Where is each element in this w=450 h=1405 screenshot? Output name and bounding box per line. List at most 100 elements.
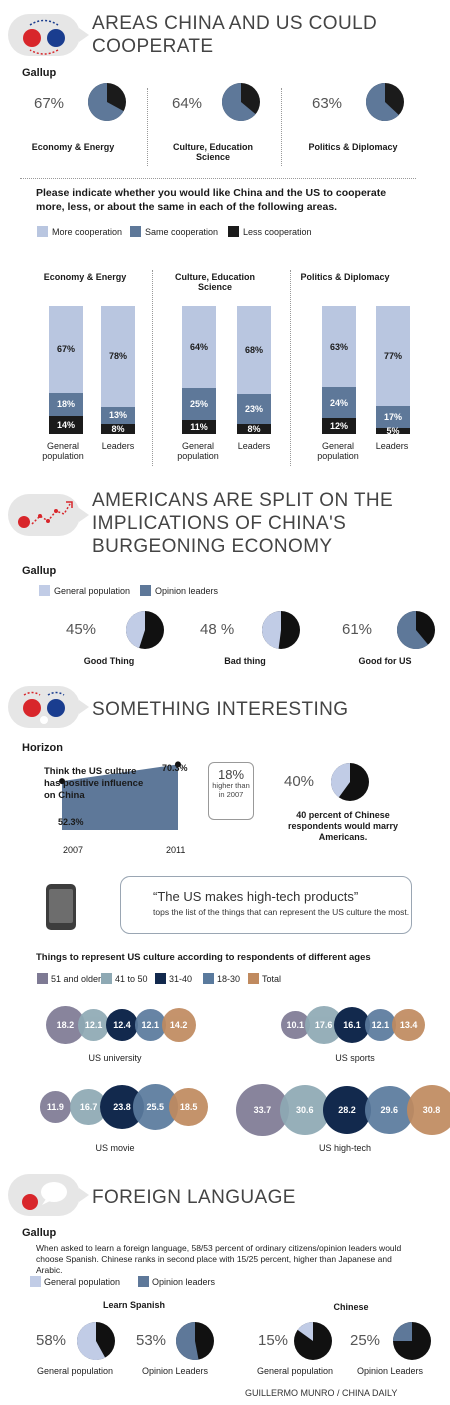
bar-label: General population xyxy=(177,441,219,461)
bubble: 12.1 xyxy=(134,1009,166,1041)
bubble-group-label: US high-tech xyxy=(318,1143,372,1153)
group1-title: Economy & Energy xyxy=(43,272,127,282)
divider xyxy=(152,270,153,466)
legend-same: Same cooperation xyxy=(145,227,219,237)
bubble: 16.1 xyxy=(333,1006,371,1044)
spanish-general-pct: 58% xyxy=(36,1332,67,1349)
bubble-group-label: US movie xyxy=(95,1143,135,1153)
divider xyxy=(290,270,291,466)
pie-culture xyxy=(222,83,260,121)
bubble: 12.4 xyxy=(106,1009,138,1041)
legend-more: More cooperation xyxy=(52,227,123,237)
bar-segment-same: 25% xyxy=(182,387,216,420)
legend-swatch-general xyxy=(39,585,50,596)
pie-spanish-leaders xyxy=(175,1322,214,1360)
pie3-label: Politics & Diplomacy xyxy=(308,142,398,152)
section2-source: Gallup xyxy=(22,565,57,577)
bar-segment-more: 63% xyxy=(322,306,356,388)
pie1-pct: 67% xyxy=(34,95,65,112)
bubble: 29.6 xyxy=(364,1085,414,1135)
legend-swatch-more xyxy=(37,226,48,237)
section2-title: AMERICANS ARE SPLIT ON THE IMPLICATIONS … xyxy=(92,490,394,557)
credit: GUILLERMO MUNRO / CHINA DAILY xyxy=(245,1388,398,1398)
spanish-leaders-label: Opinion Leaders xyxy=(141,1366,209,1376)
legend-swatch-51 xyxy=(37,973,48,984)
spanish-title: Learn Spanish xyxy=(102,1300,165,1310)
bar-segment-less: 11% xyxy=(182,419,216,434)
section3-source: Horizon xyxy=(22,742,63,754)
legend-general: General population xyxy=(54,586,131,596)
faces-emoji-icon xyxy=(8,686,89,728)
bad-thing-label: Bad thing xyxy=(224,656,266,666)
divider xyxy=(20,178,416,179)
legend-leaders: Opinion leaders xyxy=(155,586,219,596)
bar-segment-more: 68% xyxy=(237,306,271,394)
chinese-leaders-pct: 25% xyxy=(350,1332,381,1349)
divider xyxy=(281,88,282,166)
legend-swatch-general-2 xyxy=(30,1276,41,1287)
pie-chinese-leaders xyxy=(393,1322,431,1360)
area-title: Think the US culture has positive influe… xyxy=(44,766,144,801)
bar-label: General population xyxy=(317,441,359,461)
chart-emoji-icon xyxy=(8,494,89,536)
bar-segment-same: 18% xyxy=(49,392,83,416)
bar-label: Leaders xyxy=(237,441,271,451)
bar-segment-more: 64% xyxy=(182,306,216,388)
pie-value-slice xyxy=(297,1322,313,1341)
bar-segment-same: 23% xyxy=(237,393,271,424)
legend-swatch-same xyxy=(130,226,141,237)
handshake-emoji-icon xyxy=(8,14,89,56)
legend-swatch-31 xyxy=(155,973,166,984)
legend-swatch-less xyxy=(228,226,239,237)
bubble: 11.9 xyxy=(39,1091,71,1123)
marry-pct: 40% xyxy=(284,773,315,790)
bubble: 25.5 xyxy=(132,1084,178,1130)
bar-segment-less: 5% xyxy=(376,426,410,436)
pie1-label: Economy & Energy xyxy=(31,142,115,152)
phone-icon xyxy=(46,884,76,930)
pie-value-slice xyxy=(262,611,281,649)
pie-economy-energy xyxy=(88,83,126,121)
chinese-general-label: General population xyxy=(256,1366,334,1376)
bar-segment-more: 77% xyxy=(376,306,410,406)
pie3-pct: 63% xyxy=(312,95,343,112)
section4-source: Gallup xyxy=(22,1227,57,1239)
bubble-group-label: US university xyxy=(88,1053,142,1063)
legend-less: Less cooperation xyxy=(243,227,312,237)
legend-31: 31-40 xyxy=(169,974,193,984)
section1-source: Gallup xyxy=(22,67,57,79)
pie-value-slice xyxy=(175,1322,199,1360)
quote-sub: tops the list of the things that can rep… xyxy=(153,907,410,917)
group3-title: Politics & Diplomacy xyxy=(300,272,390,282)
callout-big: 18% xyxy=(217,767,245,782)
section1-title: AREAS CHINA AND US COULD COOPERATE xyxy=(92,13,378,57)
bar-segment-same: 17% xyxy=(376,405,410,428)
pie-politics xyxy=(366,83,404,121)
area-chart xyxy=(59,761,181,830)
section3-title: SOMETHING INTERESTING xyxy=(92,699,349,720)
bubble: 28.2 xyxy=(323,1086,371,1134)
callout-small: higher than in 2007 xyxy=(212,781,250,799)
legend-41: 41 to 50 xyxy=(115,974,148,984)
chinese-title: Chinese xyxy=(333,1302,369,1312)
section4-title: FOREIGN LANGUAGE xyxy=(92,1187,296,1208)
chinese-general-pct: 15% xyxy=(258,1332,289,1349)
area-x-start: 2007 xyxy=(63,845,84,855)
pie-value-slice xyxy=(222,83,256,121)
area-point xyxy=(59,778,65,785)
spanish-general-label: General population xyxy=(36,1366,114,1376)
good-thing-pct: 45% xyxy=(66,621,97,638)
area-end-label: 70.3% xyxy=(162,763,188,773)
bubble: 12.1 xyxy=(364,1009,396,1041)
legend-swatch-total xyxy=(248,973,259,984)
legend-swatch-41 xyxy=(101,973,112,984)
bubble: 30.6 xyxy=(279,1085,330,1135)
pie-marry xyxy=(331,763,369,801)
bad-thing-pct: 48 % xyxy=(200,621,235,638)
legend-swatch-leaders xyxy=(140,585,151,596)
area-point xyxy=(175,761,181,768)
legend-51: 51 and older xyxy=(51,974,102,984)
pie-value-slice xyxy=(366,83,399,121)
good-for-us-pct: 61% xyxy=(342,621,373,638)
chinese-leaders-label: Opinion Leaders xyxy=(356,1366,424,1376)
